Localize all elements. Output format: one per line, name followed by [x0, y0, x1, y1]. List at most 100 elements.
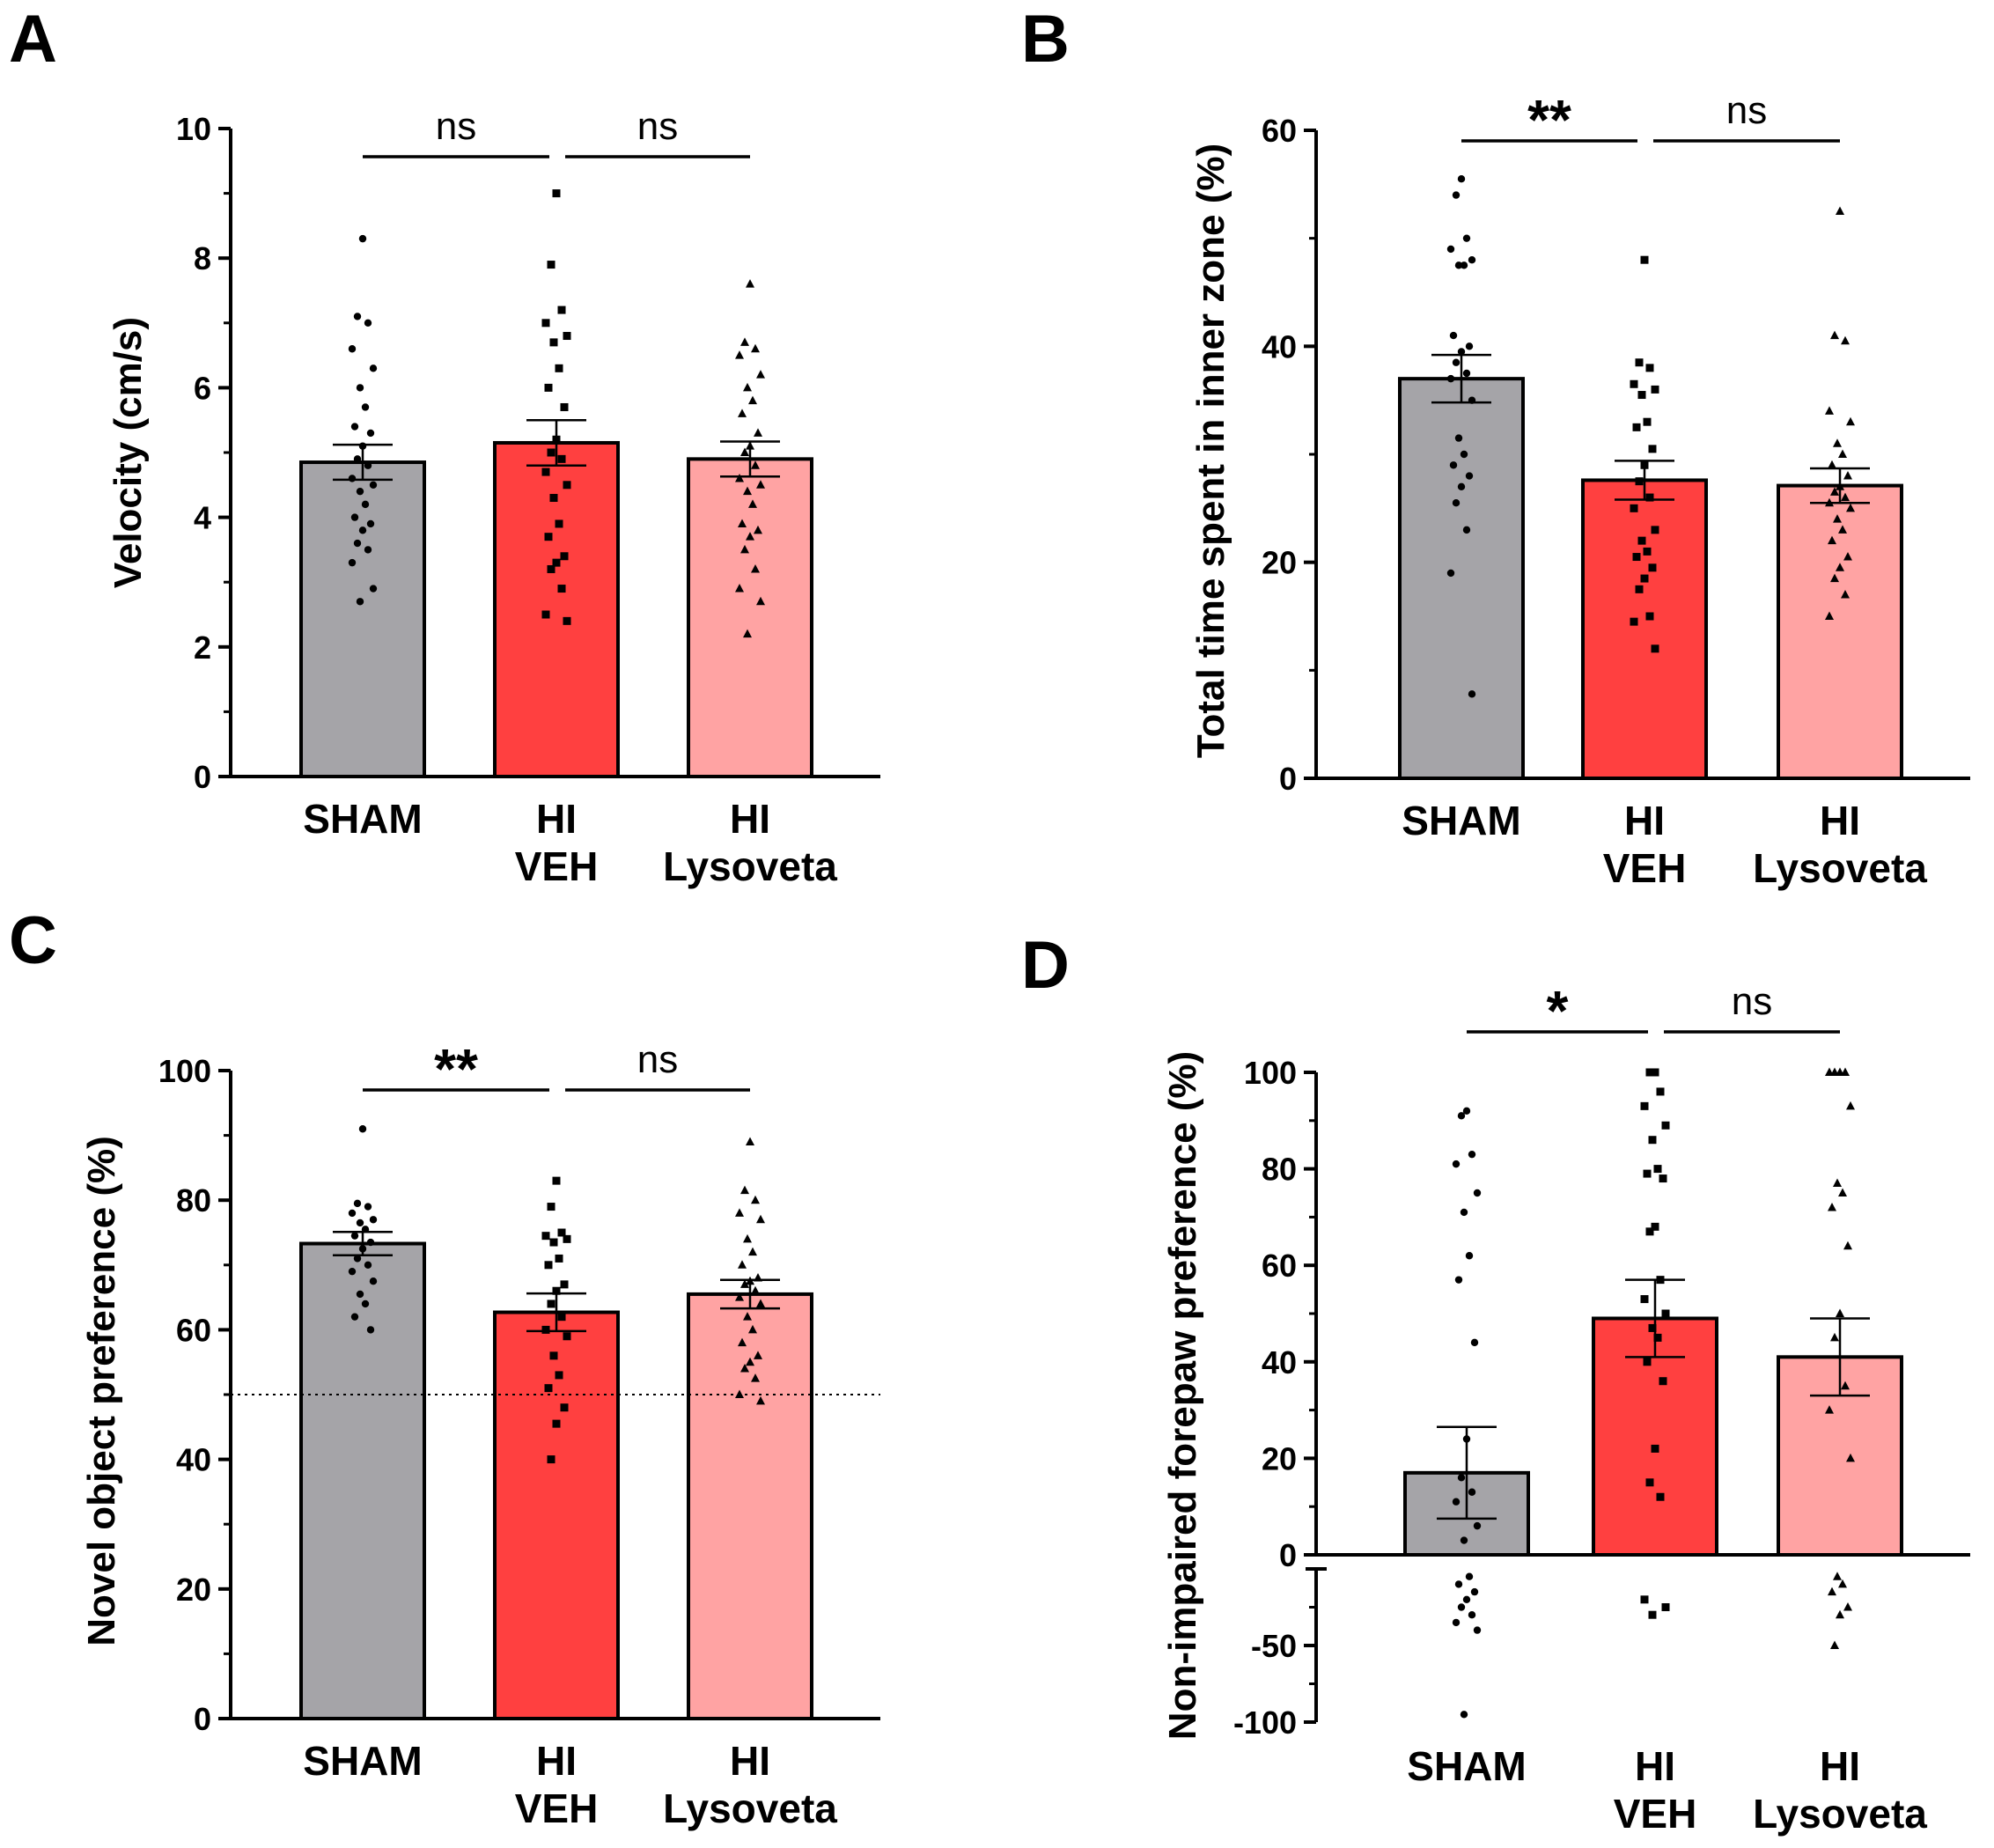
significance-label: ns — [637, 1038, 678, 1081]
data-point — [756, 1299, 765, 1307]
data-point — [756, 480, 765, 489]
data-point — [1457, 175, 1466, 183]
data-point — [358, 234, 367, 243]
data-point — [1645, 1068, 1654, 1077]
data-point — [366, 519, 375, 528]
data-point — [1462, 1595, 1471, 1604]
data-point — [1836, 1308, 1844, 1317]
data-point — [1460, 1536, 1468, 1544]
data-point — [1462, 369, 1471, 378]
y-tick-label: 6 — [194, 370, 211, 406]
data-point — [1841, 335, 1850, 345]
data-point — [1645, 1478, 1654, 1487]
data-point — [560, 552, 569, 561]
category-label: VEH — [1603, 845, 1687, 891]
data-point — [1659, 1174, 1667, 1183]
data-point — [350, 1313, 359, 1321]
data-point — [740, 337, 749, 346]
data-point — [369, 364, 378, 372]
data-point — [557, 454, 566, 463]
data-point — [1843, 1602, 1852, 1611]
data-point — [756, 596, 765, 606]
data-point — [1452, 1498, 1461, 1506]
data-point — [1828, 1202, 1836, 1211]
data-point — [1648, 1610, 1657, 1619]
data-point — [1452, 358, 1461, 366]
data-point — [1659, 1377, 1667, 1386]
data-point — [754, 428, 762, 437]
category-label: Lysoveta — [1753, 1791, 1927, 1837]
data-point — [1465, 1572, 1474, 1580]
category-label: HI — [1820, 798, 1860, 843]
data-point — [740, 1364, 749, 1373]
significance-label: ns — [1726, 89, 1767, 132]
data-point — [356, 1290, 364, 1299]
data-point — [1838, 1579, 1847, 1588]
data-point — [1454, 261, 1463, 269]
data-point — [369, 481, 378, 489]
y-tick-label: -50 — [1251, 1628, 1297, 1664]
data-point — [735, 350, 744, 359]
data-point — [549, 338, 558, 347]
category-label: VEH — [515, 1785, 599, 1831]
data-point — [541, 1325, 550, 1334]
data-point — [1653, 1165, 1662, 1174]
data-point — [1651, 644, 1659, 653]
data-point — [1460, 1208, 1468, 1217]
data-point — [1462, 1107, 1471, 1115]
data-point — [541, 319, 550, 328]
y-tick-label: 40 — [1262, 1344, 1297, 1380]
data-point — [563, 1332, 571, 1341]
data-point — [756, 1214, 765, 1224]
data-point — [366, 1238, 375, 1247]
y-tick-label: 80 — [1262, 1152, 1297, 1188]
data-point — [1452, 1618, 1461, 1627]
data-point — [1454, 434, 1463, 442]
data-point — [743, 1233, 752, 1243]
panel-B: B Total time spent in inner zone (%) 0 20 40… — [1021, 2, 1970, 891]
data-point — [547, 564, 556, 573]
data-point — [541, 468, 550, 476]
data-point — [369, 1277, 378, 1285]
data-point — [1643, 1169, 1652, 1178]
data-point — [547, 1203, 556, 1211]
data-point — [743, 629, 752, 638]
data-point — [1452, 1160, 1461, 1168]
category-label: VEH — [515, 843, 599, 889]
data-point — [1648, 563, 1657, 572]
data-point — [555, 1254, 563, 1263]
significance-label: ** — [434, 1037, 478, 1101]
data-point — [1645, 1227, 1654, 1236]
significance-label: ** — [1527, 88, 1571, 151]
data-point — [366, 429, 375, 438]
data-point — [1457, 1603, 1466, 1611]
data-point — [557, 1228, 566, 1237]
data-point — [1836, 206, 1844, 215]
data-point — [1454, 1276, 1463, 1284]
y-tick-label: 0 — [1279, 761, 1297, 797]
data-point — [1825, 611, 1834, 620]
data-point — [735, 1389, 744, 1398]
data-point — [366, 1326, 375, 1334]
y-axis-label: Velocity (cm/s) — [107, 317, 150, 588]
data-point — [748, 1324, 757, 1334]
data-point — [735, 473, 744, 482]
y-axis-label: Novel object preference (%) — [80, 1136, 123, 1646]
data-point — [356, 598, 364, 606]
y-tick-label: 4 — [194, 500, 211, 536]
data-point — [1468, 690, 1476, 698]
data-point — [1446, 569, 1455, 578]
data-point — [541, 610, 550, 619]
data-point — [1648, 445, 1657, 453]
data-point — [555, 364, 563, 372]
significance-label: ns — [436, 105, 476, 148]
data-point — [369, 1216, 378, 1224]
data-point — [1635, 585, 1644, 593]
data-point — [1640, 1295, 1649, 1304]
data-point — [563, 481, 571, 490]
data-point — [1473, 1521, 1482, 1530]
y-tick-label: 0 — [1279, 1537, 1297, 1573]
category-label: HI — [730, 796, 770, 842]
bar-0 — [1398, 377, 1525, 780]
data-point — [348, 1209, 357, 1218]
